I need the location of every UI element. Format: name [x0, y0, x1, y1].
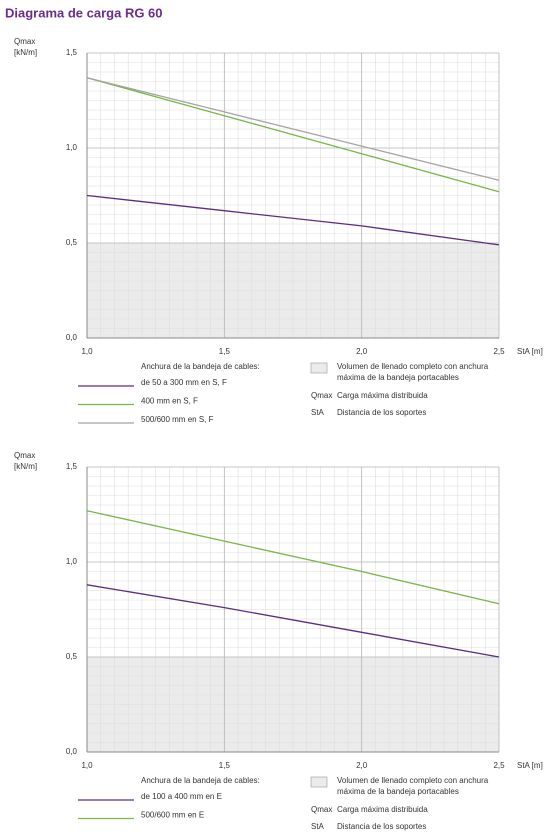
note-text: Carga máxima distribuida — [337, 391, 428, 400]
series-line — [86, 77, 500, 193]
legend-label: de 100 a 400 mm en E — [141, 792, 222, 801]
x-axis-label: StA [m] — [517, 761, 543, 770]
note-text: Distancia de los soportes — [337, 408, 426, 417]
note-text: Distancia de los soportes — [337, 822, 426, 831]
y-tick-label: 0,0 — [66, 333, 78, 342]
legend-label: 400 mm en S, F — [141, 397, 198, 406]
legend-shade-label: máxima de la bandeja portacables — [337, 787, 459, 796]
y-tick-label: 0,0 — [66, 747, 78, 756]
y-axis-label: [kN/m] — [14, 48, 37, 57]
y-tick-label: 0,5 — [66, 652, 78, 661]
note-abbr: StA — [311, 822, 325, 831]
note-text: Carga máxima distribuida — [337, 805, 428, 814]
y-axis-label: [kN/m] — [14, 462, 37, 471]
legend-shade-label: máxima de la bandeja portacables — [337, 373, 459, 382]
legend-shade-label: Volumen de llenado completo con anchura — [337, 776, 489, 785]
y-axis-label: Qmax — [14, 451, 35, 460]
x-tick-label: 2,5 — [493, 761, 505, 770]
x-tick-label: 1,5 — [219, 761, 231, 770]
series-line — [86, 584, 500, 658]
note-abbr: Qmax — [311, 391, 332, 400]
y-tick-label: 0,5 — [66, 238, 78, 247]
note-abbr: Qmax — [311, 805, 332, 814]
y-tick-label: 1,5 — [66, 462, 78, 471]
series-line — [86, 194, 500, 246]
page-title: Diagrama de carga RG 60 — [5, 5, 163, 20]
legend-label: 500/600 mm en E — [141, 811, 204, 820]
series-line — [86, 77, 500, 181]
y-tick-label: 1,5 — [66, 48, 78, 57]
y-tick-label: 1,0 — [66, 143, 78, 152]
x-tick-label: 1,0 — [81, 761, 93, 770]
x-tick-label: 2,0 — [356, 347, 368, 356]
legend-title: Anchura de la bandeja de cables: — [141, 776, 260, 785]
x-tick-label: 2,5 — [493, 347, 505, 356]
legend-shade-swatch — [310, 776, 328, 788]
legend-shade-swatch — [310, 362, 328, 374]
y-tick-label: 1,0 — [66, 557, 78, 566]
y-axis-label: Qmax — [14, 37, 35, 46]
legend-shade-label: Volumen de llenado completo con anchura — [337, 362, 489, 371]
note-abbr: StA — [311, 408, 325, 417]
legend-label: de 50 a 300 mm en S, F — [141, 378, 227, 387]
legend-title: Anchura de la bandeja de cables: — [141, 362, 260, 371]
series-line — [86, 510, 500, 605]
legend-label: 500/600 mm en S, F — [141, 415, 214, 424]
x-tick-label: 1,5 — [219, 347, 231, 356]
x-axis-label: StA [m] — [517, 347, 543, 356]
x-tick-label: 1,0 — [81, 347, 93, 356]
x-tick-label: 2,0 — [356, 761, 368, 770]
